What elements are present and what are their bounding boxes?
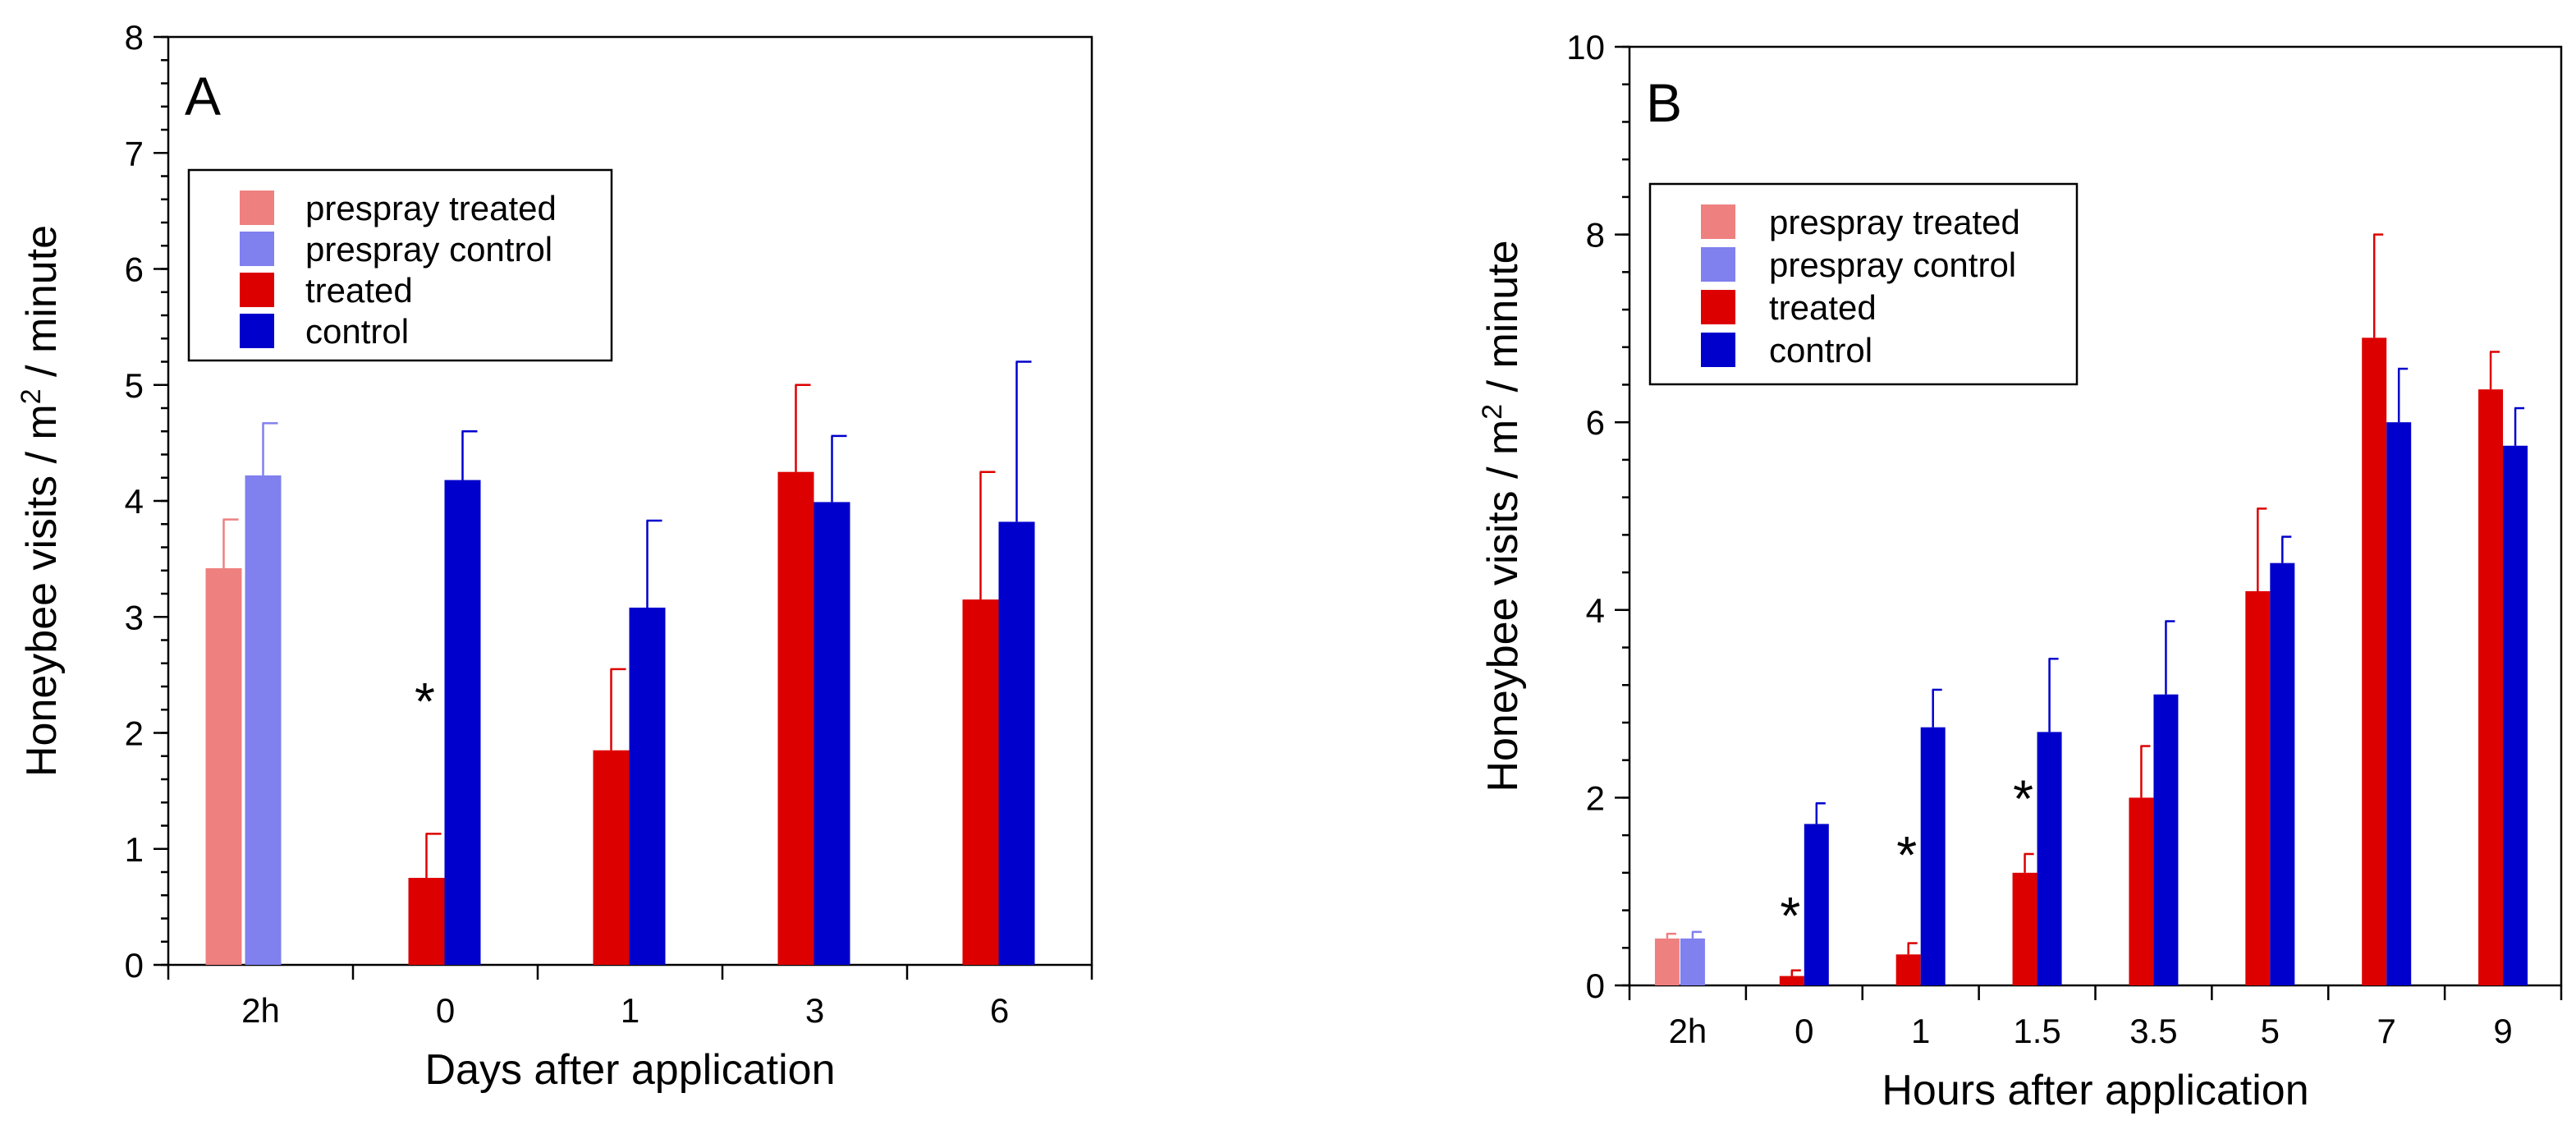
bar-prespray-treated	[205, 567, 242, 965]
bar-treated	[2012, 872, 2037, 985]
y-tick-label: 6	[125, 250, 144, 289]
bar-treated	[408, 878, 445, 965]
bar-control	[1804, 824, 1829, 985]
y-tick-label: 10	[1566, 28, 1605, 67]
bar-prespray-control	[1680, 938, 1705, 985]
y-tick-label: 7	[125, 134, 144, 172]
legend-swatch	[240, 273, 274, 307]
legend-swatch	[240, 232, 274, 266]
bar-control	[1920, 727, 1946, 985]
bar-treated	[1895, 954, 1921, 985]
bar-treated	[1779, 976, 1804, 985]
legend-label: control	[305, 312, 409, 351]
bar-treated	[593, 750, 630, 965]
panel-label: A	[185, 66, 221, 126]
bar-control	[2386, 422, 2412, 985]
y-tick-label: 2	[1586, 778, 1605, 817]
bar-control	[814, 502, 850, 965]
bar-control	[444, 480, 481, 965]
x-tick-label: 0	[1794, 1012, 1813, 1050]
x-tick-label: 1.5	[2013, 1012, 2060, 1050]
bar-control	[629, 607, 666, 965]
bar-control	[2153, 694, 2179, 985]
x-tick-label: 9	[2493, 1012, 2512, 1050]
y-tick-label: 0	[125, 946, 144, 985]
x-tick-label: 0	[436, 991, 455, 1030]
x-tick-label: 3.5	[2129, 1012, 2177, 1050]
bar-control	[2037, 732, 2062, 985]
bar-prespray-control	[245, 475, 282, 965]
legend-swatch	[240, 191, 274, 225]
significance-marker: *	[1896, 825, 1917, 884]
legend-label: treated	[305, 271, 413, 310]
bar-control	[2270, 562, 2295, 985]
bar-control	[2503, 445, 2528, 985]
significance-marker: *	[1780, 886, 1800, 945]
x-tick-label: 1	[621, 991, 639, 1030]
legend-label: prespray treated	[1769, 203, 2020, 241]
y-tick-label: 0	[1586, 967, 1605, 1005]
bar-treated	[2478, 389, 2504, 985]
x-axis-title: Days after application	[424, 1046, 835, 1094]
x-axis-title: Hours after application	[1882, 1067, 2308, 1114]
legend-swatch	[240, 314, 274, 348]
significance-marker: *	[415, 672, 435, 731]
legend-label: treated	[1769, 288, 1877, 327]
y-axis-title: Honeybee visits / m2 / minute	[16, 225, 66, 777]
bar-treated	[2362, 338, 2387, 986]
significance-marker: *	[2013, 769, 2033, 828]
legend-label: prespray treated	[305, 189, 557, 227]
y-tick-label: 3	[125, 598, 144, 636]
x-tick-label: 3	[805, 991, 824, 1030]
legend-swatch	[1701, 290, 1735, 324]
x-tick-label: 2h	[241, 991, 280, 1030]
legend-label: prespray control	[1769, 246, 2016, 284]
y-tick-label: 5	[125, 366, 144, 405]
legend-label: control	[1769, 331, 1872, 370]
bar-treated	[2129, 797, 2154, 985]
bar-prespray-treated	[1654, 938, 1680, 985]
panel-label: B	[1646, 72, 1682, 133]
x-tick-label: 7	[2377, 1012, 2396, 1050]
y-tick-label: 8	[125, 18, 144, 57]
y-tick-label: 6	[1586, 403, 1605, 442]
bar-control	[998, 521, 1035, 965]
legend-label: prespray control	[305, 230, 552, 269]
legend-swatch	[1701, 204, 1735, 239]
bar-treated	[962, 599, 999, 965]
y-tick-label: 1	[125, 830, 144, 869]
x-tick-label: 1	[1911, 1012, 1930, 1050]
bar-treated	[2245, 590, 2271, 985]
x-tick-label: 5	[2261, 1012, 2280, 1050]
y-axis-title: Honeybee visits / m2 / minute	[1477, 240, 1527, 792]
y-tick-label: 4	[125, 482, 144, 521]
legend-swatch	[1701, 333, 1735, 367]
y-tick-label: 4	[1586, 591, 1605, 630]
legend-swatch	[1701, 247, 1735, 282]
y-tick-label: 2	[125, 714, 144, 753]
x-tick-label: 2h	[1669, 1012, 1707, 1050]
x-tick-label: 6	[990, 991, 1009, 1030]
y-tick-label: 8	[1586, 216, 1605, 255]
bar-treated	[777, 471, 814, 965]
